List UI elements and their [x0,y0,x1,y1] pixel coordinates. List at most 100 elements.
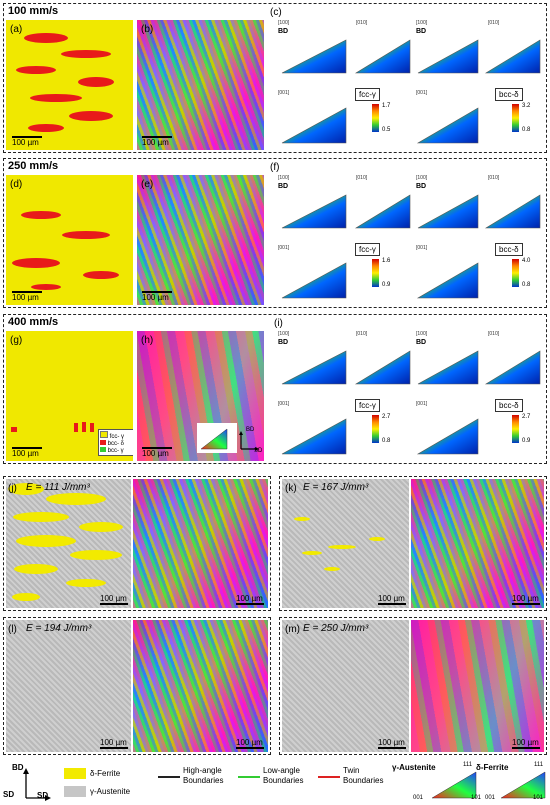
scale-text-l2: 100 µm [236,738,263,747]
scalebar-k1 [378,603,406,605]
dir-100-i1: [100] [278,331,290,337]
cb-fcc-max-c: 1.7 [382,103,391,109]
cb-fcc-min-f: 0.9 [382,282,391,288]
ebsd-map-b [137,20,264,150]
panel-label-k: (k) [285,483,297,494]
ipf-gamma-101: 101 [471,795,482,801]
legend-austenite: γ-Austenite [90,787,131,796]
phase-label-fcc-f: fcc-γ [355,243,380,256]
energy-value-m: E = 250 J/mm³ [303,623,369,634]
colorbar-fcc-i [372,415,379,443]
panel-label-h: (h) [141,335,154,346]
scale-text-k1: 100 µm [378,594,405,603]
panel-label-f: (f) [270,162,280,173]
phase-legend-bcc-g: bcc- γ [100,447,132,454]
legend-low-angle: Low-angle Boundaries [263,766,304,785]
ipf-triangle-gamma [431,771,477,799]
panel-label-e: (e) [141,179,154,190]
speed-label-400: 400 mm/s [8,316,59,328]
speed-label-250: 250 mm/s [8,160,59,172]
dir-001-c2: [001] [416,90,428,96]
legend-delta-title: δ-Ferrite [476,763,509,772]
dir-100-f2: [100] [416,175,428,181]
dir-100-c2: [100] [416,20,428,26]
ipf-inset-triangle [197,423,237,453]
line-twin [318,776,340,778]
speed-label-100: 100 mm/s [8,5,59,17]
line-high-angle [158,776,180,778]
legend-high-angle: High-angle Boundaries [183,766,224,785]
panel-label-b: (b) [141,24,154,35]
ebsd-map-j [133,479,268,608]
scalebar-a [12,136,42,138]
cb-bcc-max-f: 4.0 [522,258,531,264]
phase-map-m [282,620,409,752]
ipf-gamma-001: 001 [413,795,424,801]
panel-label-i: (i) [274,318,283,329]
inset-sd-label: SD [254,448,263,454]
colorbar-bcc-f [512,259,519,287]
bd-f2: BD [416,183,427,190]
ipf-delta-001: 001 [485,795,496,801]
scale-text-m2: 100 µm [512,738,539,747]
scalebar-d [12,291,42,293]
swatch-austenite [64,786,86,797]
colorbar-fcc-c [372,104,379,132]
dir-001-c1: [001] [278,90,290,96]
panel-label-c: (c) [270,7,282,18]
phase-legend-g: fcc- γ bcc- δ bcc- γ [98,429,133,456]
legend-bd: BD [12,763,24,772]
panel-l-box [3,617,271,755]
bd-i2: BD [416,339,427,346]
scalebar-j1 [100,603,128,605]
scalebar-j2 [236,603,264,605]
phase-map-l [6,620,131,752]
cb-fcc-max-i: 2.7 [382,414,391,420]
panel-label-g: (g) [10,335,23,346]
bd-i1: BD [278,339,289,346]
scale-text-j2: 100 µm [236,594,263,603]
ebsd-map-h: BD SD [137,331,264,461]
pole-figure-triangles-c [281,39,541,144]
cb-bcc-min-i: 0.9 [522,438,531,444]
scale-text-h: 100 µm [142,449,169,458]
ebsd-map-k [411,479,544,608]
panel-label-l: (l) [8,624,17,635]
scale-text-d: 100 µm [12,293,39,302]
dir-001-f1: [001] [278,245,290,251]
swatch-ferrite [64,768,86,779]
scale-text-b: 100 µm [142,138,169,147]
dir-001-f2: [001] [416,245,428,251]
phase-legend-bcc-d: bcc- δ [100,440,132,447]
phase-label-bcc-i: bcc-δ [495,399,523,412]
scale-text-e: 100 µm [142,293,169,302]
scale-text-g: 100 µm [12,449,39,458]
line-low-angle [238,776,260,778]
phase-label-bcc-c: bcc-δ [495,88,523,101]
cb-bcc-min-c: 0.8 [522,127,531,133]
phase-map-d-shapes [12,211,119,290]
scalebar-l2 [236,747,264,749]
scalebar-h [142,447,172,449]
colorbar-bcc-c [512,104,519,132]
panel-label-j: (j) [8,483,17,494]
scalebar-g [12,447,42,449]
dir-010-f1: [010] [356,175,368,181]
phase-map-g: fcc- γ bcc- δ bcc- γ [6,331,133,461]
scalebar-m1 [378,747,406,749]
phase-label-bcc-f: bcc-δ [495,243,523,256]
colorbar-fcc-f [372,259,379,287]
ipf-delta-101: 101 [533,795,544,801]
phase-map-k [282,479,409,608]
scale-text-k2: 100 µm [512,594,539,603]
panel-label-a: (a) [10,24,23,35]
ebsd-map-m [411,620,544,752]
ebsd-map-l [133,620,268,752]
legend-sd-left: SD [3,790,15,799]
phase-legend-fcc: fcc- γ [100,431,132,440]
cb-bcc-max-c: 3.2 [522,103,531,109]
energy-value-k: E = 167 J/mm³ [303,482,369,493]
scalebar-e [142,291,172,293]
scale-text-j1: 100 µm [100,594,127,603]
panel-label-m: (m) [285,624,300,635]
